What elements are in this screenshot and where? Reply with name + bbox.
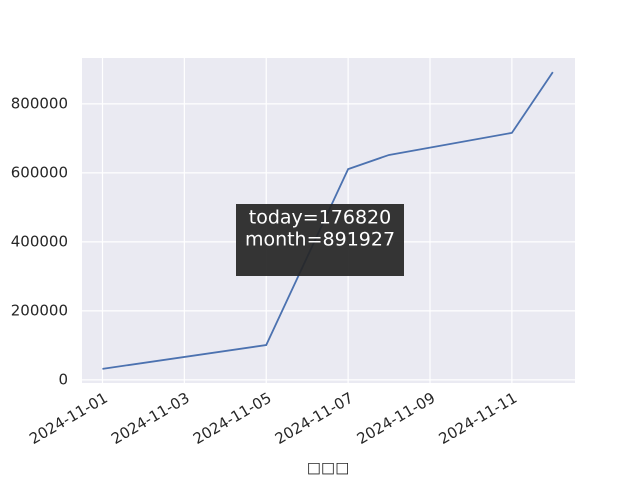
x-tick-label: 2024-11-03 — [108, 389, 193, 448]
x-tick-label: 2024-11-11 — [436, 389, 521, 448]
marks — [102, 71, 554, 370]
annotation-line: month=891927 — [245, 229, 395, 251]
x-axis-label: □□□ — [307, 459, 350, 477]
y-tick-label: 0 — [58, 370, 68, 388]
y-tick-label: 600000 — [11, 163, 68, 181]
y-tick-label: 800000 — [11, 94, 68, 112]
data-line — [102, 71, 554, 370]
y-tick-label: 400000 — [11, 232, 68, 250]
annotation-box — [236, 204, 404, 276]
x-tick-label: 2024-11-01 — [26, 389, 111, 448]
x-tick-label: 2024-11-09 — [354, 389, 439, 448]
annotation-line: today=176820 — [249, 207, 391, 229]
x-tick-label: 2024-11-07 — [272, 389, 357, 448]
y-tick-label: 200000 — [11, 301, 68, 319]
x-tick-label: 2024-11-05 — [190, 389, 275, 448]
